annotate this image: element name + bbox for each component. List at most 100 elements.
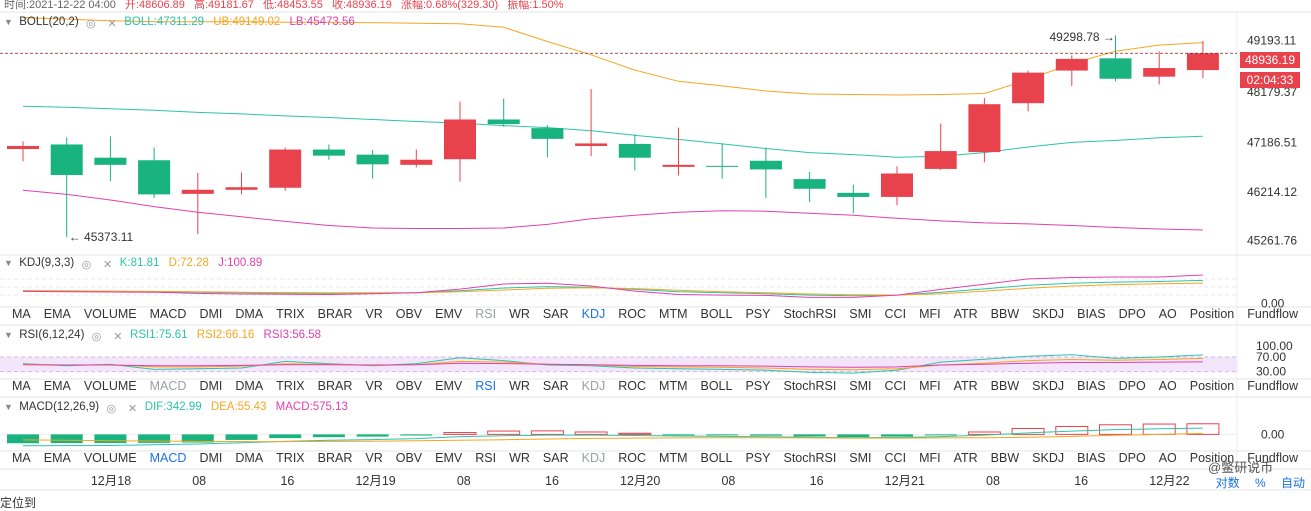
tab-vr[interactable]: VR xyxy=(365,307,382,325)
tab-skdj[interactable]: SKDJ xyxy=(1032,307,1064,325)
tab-smi[interactable]: SMI xyxy=(849,379,871,397)
tab-trix[interactable]: TRIX xyxy=(276,307,304,325)
tab-dpo[interactable]: DPO xyxy=(1119,307,1146,325)
tab-obv[interactable]: OBV xyxy=(396,307,422,325)
tab-volume[interactable]: VOLUME xyxy=(84,307,137,325)
tab-atr[interactable]: ATR xyxy=(954,379,978,397)
tab-fundflow[interactable]: Fundflow xyxy=(1247,307,1298,325)
tab-cci[interactable]: CCI xyxy=(885,451,907,469)
tab-ao[interactable]: AO xyxy=(1159,307,1177,325)
tab-rsi[interactable]: RSI xyxy=(475,451,496,469)
settings-icon[interactable]: ◎ xyxy=(105,401,117,413)
tab-kdj[interactable]: KDJ xyxy=(582,307,606,325)
tab-cci[interactable]: CCI xyxy=(885,307,907,325)
close-icon[interactable]: ✕ xyxy=(127,401,139,413)
tab-obv[interactable]: OBV xyxy=(396,379,422,397)
auto-scale-button[interactable]: 自动 xyxy=(1281,476,1305,490)
tab-macd[interactable]: MACD xyxy=(150,451,187,469)
tab-mfi[interactable]: MFI xyxy=(919,379,941,397)
tab-mfi[interactable]: MFI xyxy=(919,307,941,325)
tab-macd[interactable]: MACD xyxy=(150,379,187,397)
tab-ema[interactable]: EMA xyxy=(44,379,71,397)
tab-dmi[interactable]: DMI xyxy=(199,307,222,325)
close-icon[interactable]: ✕ xyxy=(106,16,118,28)
close-icon[interactable]: ✕ xyxy=(112,329,124,341)
tab-wr[interactable]: WR xyxy=(509,307,530,325)
tab-obv[interactable]: OBV xyxy=(396,451,422,469)
tab-mtm[interactable]: MTM xyxy=(659,451,687,469)
tab-rsi[interactable]: RSI xyxy=(475,379,496,397)
tab-ao[interactable]: AO xyxy=(1159,379,1177,397)
tab-bbw[interactable]: BBW xyxy=(991,379,1019,397)
tab-kdj[interactable]: KDJ xyxy=(582,379,606,397)
log-scale-button[interactable]: 对数 xyxy=(1216,476,1240,490)
tab-atr[interactable]: ATR xyxy=(954,307,978,325)
tab-emv[interactable]: EMV xyxy=(435,451,462,469)
collapse-chevron-icon[interactable]: ▼ xyxy=(4,255,16,271)
tab-sar[interactable]: SAR xyxy=(543,451,569,469)
tab-dma[interactable]: DMA xyxy=(235,307,263,325)
percent-scale-button[interactable]: % xyxy=(1255,476,1266,490)
tab-smi[interactable]: SMI xyxy=(849,451,871,469)
tab-mfi[interactable]: MFI xyxy=(919,451,941,469)
tab-wr[interactable]: WR xyxy=(509,379,530,397)
tab-bias[interactable]: BIAS xyxy=(1077,451,1106,469)
tab-mtm[interactable]: MTM xyxy=(659,379,687,397)
tab-ao[interactable]: AO xyxy=(1159,451,1177,469)
tab-dma[interactable]: DMA xyxy=(235,451,263,469)
tab-smi[interactable]: SMI xyxy=(849,307,871,325)
tab-boll[interactable]: BOLL xyxy=(701,307,733,325)
tab-dma[interactable]: DMA xyxy=(235,379,263,397)
settings-icon[interactable]: ◎ xyxy=(80,257,92,269)
tab-position[interactable]: Position xyxy=(1190,379,1234,397)
tab-dpo[interactable]: DPO xyxy=(1119,451,1146,469)
tab-emv[interactable]: EMV xyxy=(435,379,462,397)
tab-sar[interactable]: SAR xyxy=(543,379,569,397)
tab-brar[interactable]: BRAR xyxy=(318,307,353,325)
tab-macd[interactable]: MACD xyxy=(150,307,187,325)
tab-roc[interactable]: ROC xyxy=(618,307,646,325)
tab-trix[interactable]: TRIX xyxy=(276,451,304,469)
tab-stochrsi[interactable]: StochRSI xyxy=(783,451,836,469)
tab-psy[interactable]: PSY xyxy=(745,307,770,325)
tab-roc[interactable]: ROC xyxy=(618,451,646,469)
collapse-chevron-icon[interactable]: ▼ xyxy=(4,14,16,30)
tab-roc[interactable]: ROC xyxy=(618,379,646,397)
tab-bias[interactable]: BIAS xyxy=(1077,379,1106,397)
tab-stochrsi[interactable]: StochRSI xyxy=(783,307,836,325)
tab-dmi[interactable]: DMI xyxy=(199,451,222,469)
settings-icon[interactable]: ◎ xyxy=(85,16,97,28)
tab-ema[interactable]: EMA xyxy=(44,451,71,469)
settings-icon[interactable]: ◎ xyxy=(91,329,103,341)
tab-ma[interactable]: MA xyxy=(12,379,31,397)
tab-ma[interactable]: MA xyxy=(12,451,31,469)
tab-dmi[interactable]: DMI xyxy=(199,379,222,397)
tab-atr[interactable]: ATR xyxy=(954,451,978,469)
tab-sar[interactable]: SAR xyxy=(543,307,569,325)
tab-bbw[interactable]: BBW xyxy=(991,451,1019,469)
tab-volume[interactable]: VOLUME xyxy=(84,379,137,397)
tab-psy[interactable]: PSY xyxy=(745,451,770,469)
tab-mtm[interactable]: MTM xyxy=(659,307,687,325)
collapse-chevron-icon[interactable]: ▼ xyxy=(4,399,16,415)
tab-boll[interactable]: BOLL xyxy=(701,451,733,469)
tab-fundflow[interactable]: Fundflow xyxy=(1247,379,1298,397)
tab-rsi[interactable]: RSI xyxy=(475,307,496,325)
goto-label[interactable]: 定位到 xyxy=(0,496,36,510)
tab-bbw[interactable]: BBW xyxy=(991,307,1019,325)
tab-bias[interactable]: BIAS xyxy=(1077,307,1106,325)
tab-volume[interactable]: VOLUME xyxy=(84,451,137,469)
tab-kdj[interactable]: KDJ xyxy=(582,451,606,469)
tab-ema[interactable]: EMA xyxy=(44,307,71,325)
tab-vr[interactable]: VR xyxy=(365,451,382,469)
tab-stochrsi[interactable]: StochRSI xyxy=(783,379,836,397)
tab-psy[interactable]: PSY xyxy=(745,379,770,397)
tab-dpo[interactable]: DPO xyxy=(1119,379,1146,397)
tab-trix[interactable]: TRIX xyxy=(276,379,304,397)
tab-skdj[interactable]: SKDJ xyxy=(1032,451,1064,469)
tab-ma[interactable]: MA xyxy=(12,307,31,325)
tab-brar[interactable]: BRAR xyxy=(318,379,353,397)
tab-wr[interactable]: WR xyxy=(509,451,530,469)
tab-position[interactable]: Position xyxy=(1190,307,1234,325)
tab-vr[interactable]: VR xyxy=(365,379,382,397)
